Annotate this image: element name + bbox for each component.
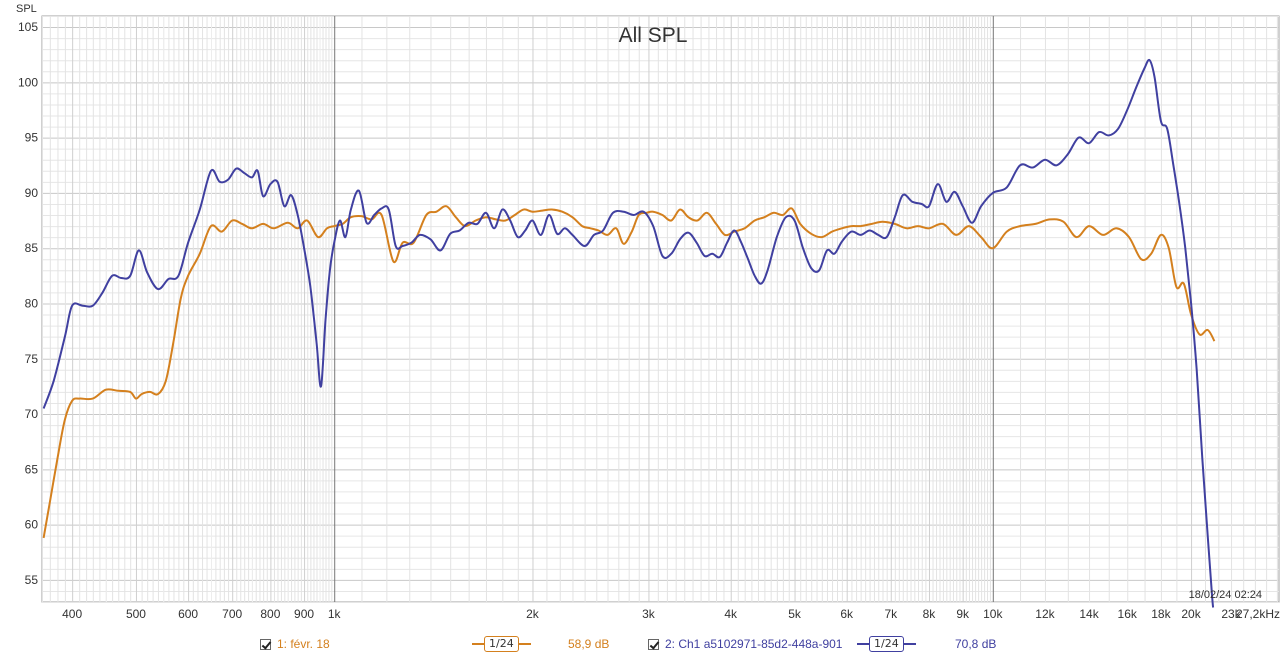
y-tick-label: 70 (25, 407, 39, 421)
x-tick-label: 800 (260, 607, 280, 621)
series-1-line (42, 205, 1216, 539)
x-tick-label: 400 (62, 607, 82, 621)
x-tick-label: 3k (642, 607, 656, 621)
x-tick-label: 500 (126, 607, 146, 621)
x-tick-label: 4k (724, 607, 738, 621)
legend-series-1: 1: févr. 18 (260, 634, 330, 654)
x-tick-label: 10k (983, 607, 1003, 621)
y-tick-label: 65 (25, 462, 39, 476)
series-1-smoothing-value: 1/24 (484, 636, 519, 652)
x-tick-label: 9k (956, 607, 970, 621)
x-tick-label: 900 (294, 607, 314, 621)
chart-grid (41, 15, 1280, 603)
series-1-level-value: 58,9 dB (568, 637, 610, 651)
y-tick-label: 85 (25, 241, 39, 255)
x-tick-label: 18k (1151, 607, 1171, 621)
x-tick-label: 600 (178, 607, 198, 621)
x-tick-label: 7k (884, 607, 898, 621)
y-tick-label: 60 (25, 518, 39, 532)
legend-series-2: 2: Ch1 a5102971-85d2-448a-901 (648, 634, 842, 654)
series-2-smoothing[interactable]: 1/24 (857, 634, 916, 654)
y-tick-label: 55 (25, 573, 39, 587)
series-2-line (42, 58, 1215, 608)
series-2-level-value: 70,8 dB (955, 637, 997, 651)
series-2-label[interactable]: 2: Ch1 a5102971-85d2-448a-901 (665, 637, 843, 651)
y-tick-label: 75 (25, 352, 39, 366)
x-tick-label: 14k (1079, 607, 1099, 621)
y-tick-label: 90 (25, 186, 39, 200)
y-tick-label: 80 (25, 296, 39, 310)
x-tick-label: 27,2kHz (1236, 607, 1280, 621)
y-axis-label: SPL (16, 3, 37, 15)
x-tick-label: 2k (526, 607, 540, 621)
x-tick-label: 700 (222, 607, 242, 621)
x-tick-label: 16k (1118, 607, 1138, 621)
series-1-smoothing[interactable]: 1/24 (472, 634, 531, 654)
x-tick-label: 23k (1221, 607, 1241, 621)
chart-series (42, 58, 1216, 608)
series-2-level: 70,8 dB (955, 634, 996, 654)
timestamp: 18/02/24 02:24 (1189, 589, 1262, 601)
x-tick-label: 1k (328, 607, 342, 621)
y-tick-label: 100 (18, 75, 38, 89)
x-tick-label: 6k (840, 607, 854, 621)
chart-title: All SPL (619, 24, 688, 47)
x-tick-label: 8k (923, 607, 937, 621)
series-2-smoothing-value: 1/24 (869, 636, 904, 652)
series-1-label[interactable]: 1: févr. 18 (277, 637, 330, 651)
x-tick-label: 20k (1181, 607, 1201, 621)
chart-axes: 55 60 65 70 75 80 85 90 95 100 105 400 500 600 700 800 9… (18, 20, 1280, 621)
series-1-level: 58,9 dB (568, 634, 609, 654)
series-2-checkbox[interactable] (648, 638, 659, 650)
y-tick-label: 105 (18, 20, 38, 34)
y-tick-label: 95 (25, 131, 39, 145)
x-tick-label: 5k (788, 607, 802, 621)
x-tick-label: 12k (1035, 607, 1055, 621)
series-1-checkbox[interactable] (260, 638, 271, 650)
